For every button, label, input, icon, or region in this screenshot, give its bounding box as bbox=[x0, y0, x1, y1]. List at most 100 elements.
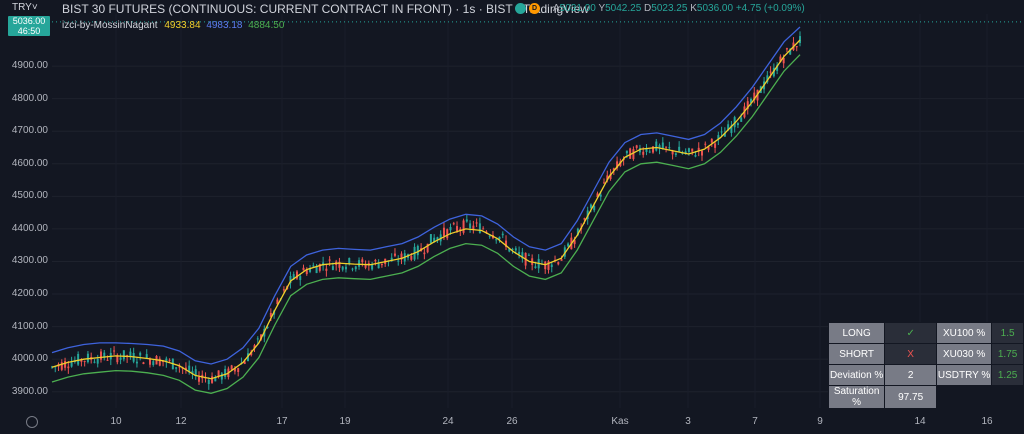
candle-body bbox=[776, 65, 779, 71]
candle-body bbox=[309, 268, 312, 272]
candle-body bbox=[269, 312, 272, 317]
candle-body bbox=[197, 376, 200, 382]
y-tick-label: 4000.00 bbox=[11, 353, 48, 365]
candle-body bbox=[341, 266, 344, 270]
indicator-name[interactable]: izci-by-MossinNagant bbox=[62, 20, 158, 31]
candle-body bbox=[521, 252, 524, 259]
table-empty-cell bbox=[991, 385, 1024, 409]
candle-body bbox=[305, 270, 308, 275]
candle-body bbox=[514, 248, 517, 251]
candle-body bbox=[211, 376, 214, 383]
candle-body bbox=[289, 276, 292, 284]
y-tick-label: 4300.00 bbox=[11, 255, 48, 267]
indicator-upper-value: 4983.18 bbox=[206, 20, 243, 31]
candle-body bbox=[799, 36, 801, 44]
candle-body bbox=[665, 146, 668, 148]
mid-band-line bbox=[51, 39, 801, 380]
candle-body bbox=[433, 237, 436, 243]
candle-body bbox=[544, 261, 547, 270]
candle-body bbox=[364, 264, 367, 268]
y-tick-label: 4100.00 bbox=[11, 320, 48, 332]
table-value: 1.75 bbox=[991, 343, 1024, 365]
candle-body bbox=[782, 57, 785, 64]
candle-body bbox=[119, 357, 122, 360]
y-tick-label: 4900.00 bbox=[11, 60, 48, 72]
candle-body bbox=[191, 371, 194, 374]
low-label: D bbox=[644, 3, 652, 14]
x-tick-label: Kas bbox=[611, 416, 629, 427]
candle-body bbox=[462, 220, 465, 233]
indicator-legend[interactable]: izci-by-MossinNagant 4933.84 4983.18 488… bbox=[62, 20, 284, 31]
candle-body bbox=[766, 75, 769, 83]
table-label: SHORT bbox=[827, 343, 886, 365]
table-value: 97.75 bbox=[884, 385, 937, 409]
candle-body bbox=[658, 145, 661, 149]
candle-body bbox=[583, 218, 586, 220]
candle-body bbox=[596, 193, 599, 198]
candle-body bbox=[233, 368, 236, 372]
candle-body bbox=[707, 146, 710, 150]
candle-body bbox=[145, 354, 148, 358]
candle-body bbox=[779, 56, 782, 63]
candle-body bbox=[423, 252, 426, 255]
candle-body bbox=[393, 253, 396, 256]
candle-body bbox=[135, 361, 138, 364]
candle-body bbox=[599, 194, 602, 197]
y-tick-label: 4500.00 bbox=[11, 190, 48, 202]
bar-countdown: 46:50 bbox=[17, 26, 41, 36]
candle-body bbox=[152, 361, 155, 366]
candle-body bbox=[237, 368, 240, 373]
settings-icon[interactable] bbox=[26, 416, 38, 428]
candle-body bbox=[165, 358, 168, 363]
time-axis[interactable]: 10 12 17 19 24 26 Kas 3 7 9 14 16 bbox=[52, 410, 1024, 434]
candle-body bbox=[508, 248, 511, 252]
price-axis[interactable]: 4900.00 4800.00 4700.00 4600.00 4500.00 4400.… bbox=[0, 0, 52, 408]
candle-body bbox=[282, 289, 285, 291]
candle-body bbox=[302, 267, 305, 271]
candle-body bbox=[318, 264, 321, 271]
candle-body bbox=[789, 48, 792, 55]
candle-body bbox=[701, 150, 704, 156]
candle-body bbox=[498, 236, 501, 240]
table-value: 2 bbox=[884, 364, 937, 386]
open-value: 5031.00 bbox=[559, 3, 596, 14]
y-tick-label: 4400.00 bbox=[11, 222, 48, 234]
table-label: LONG bbox=[827, 322, 886, 344]
candle-body bbox=[661, 142, 664, 150]
lower-band-line bbox=[51, 54, 801, 394]
candle-body bbox=[338, 261, 341, 268]
indicator-lower-value: 4884.50 bbox=[248, 20, 285, 31]
candle-body bbox=[472, 225, 475, 230]
candle-body bbox=[501, 233, 504, 236]
candle-body bbox=[449, 226, 452, 231]
candle-body bbox=[315, 266, 318, 274]
candle-body bbox=[697, 147, 700, 152]
currency-selector[interactable]: TRY˅ bbox=[12, 2, 38, 13]
open-label: A bbox=[553, 3, 560, 14]
x-tick-label: 16 bbox=[981, 416, 993, 427]
table-label: XU030 % bbox=[935, 343, 993, 365]
symbol-title[interactable]: BIST 30 FUTURES (CONTINUOUS: CURRENT CON… bbox=[62, 2, 589, 16]
indicator-mid-value: 4933.84 bbox=[164, 20, 201, 31]
candle-body bbox=[175, 367, 178, 369]
candle-body bbox=[576, 228, 579, 236]
candle-body bbox=[400, 253, 403, 260]
candle-body bbox=[714, 143, 717, 148]
candle-body bbox=[648, 151, 651, 153]
candle-body bbox=[64, 361, 67, 368]
candle-body bbox=[354, 266, 357, 270]
y-tick-label: 4700.00 bbox=[11, 125, 48, 137]
candle-body bbox=[442, 227, 445, 237]
candle-body bbox=[629, 148, 632, 159]
candle-body bbox=[325, 268, 328, 271]
candle-body bbox=[740, 117, 743, 122]
candle-body bbox=[668, 147, 671, 149]
candle-body bbox=[694, 155, 697, 157]
x-tick-label: 26 bbox=[506, 416, 518, 427]
candle-body bbox=[687, 148, 690, 153]
candle-body bbox=[426, 243, 429, 253]
candle-body bbox=[351, 268, 354, 270]
candle-body bbox=[276, 299, 279, 305]
candle-body bbox=[96, 358, 99, 364]
candle-body bbox=[299, 276, 302, 281]
